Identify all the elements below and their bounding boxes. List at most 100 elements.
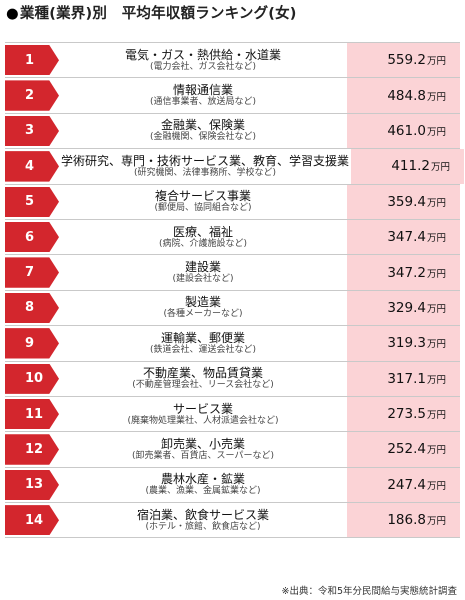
salary-value: 252.4: [387, 441, 426, 458]
rank-badge: 1: [5, 45, 59, 76]
salary-value: 347.4: [387, 229, 426, 246]
industry-examples: (ホテル・旅館、飲食店など): [145, 521, 261, 532]
source-note: ※出典：令和5年分民間給与実態統計調査: [281, 586, 457, 597]
salary-cell: 317.1 万円: [347, 361, 460, 396]
industry-cell: 農林水産・鉱業 (農業、漁業、金属鉱業など): [59, 468, 347, 502]
industry-examples: (農業、漁業、金属鉱業など): [145, 486, 261, 497]
salary-unit: 万円: [426, 339, 446, 351]
rank-badge: 14: [5, 505, 59, 536]
industry-cell: 電気・ガス・熱供給・水道業 (電力会社、ガス会社など): [59, 43, 347, 77]
industry-examples: (通信事業者、放送局など): [149, 97, 257, 108]
industry-name: 製造業: [184, 295, 221, 310]
industry-cell: サービス業 (廃棄物処理業社、人材派遣会社など): [59, 397, 347, 431]
industry-cell: 建設業 (建設会社など): [59, 255, 347, 289]
rank-badge: 8: [5, 292, 59, 324]
table-row: 8 製造業 (各種メーカーなど) 329.4 万円: [5, 290, 460, 327]
industry-examples: (病院、介護施設など): [158, 238, 248, 249]
salary-unit: 万円: [426, 56, 446, 68]
salary-cell: 319.3 万円: [347, 326, 460, 361]
salary-unit: 万円: [426, 445, 446, 457]
salary-value: 329.4: [387, 299, 426, 316]
industry-name: 宿泊業、飲食サービス業: [136, 507, 269, 522]
salary-unit: 万円: [426, 126, 446, 138]
industry-cell: 運輸業、郵便業 (鉄道会社、運送会社など): [59, 326, 347, 360]
salary-cell: 347.4 万円: [347, 219, 460, 255]
industry-cell: 卸売業、小売業 (卸売業者、百貨店、スーパーなど): [59, 432, 347, 466]
salary-cell: 247.4 万円: [347, 467, 460, 503]
rank-badge: 10: [5, 363, 59, 394]
table-row: 7 建設業 (建設会社など) 347.2 万円: [5, 255, 460, 291]
industry-name: 電気・ガス・熱供給・水道業: [124, 47, 281, 62]
rank-badge: 7: [5, 257, 59, 288]
table-row: 13 農林水産・鉱業 (農業、漁業、金属鉱業など) 247.4 万円: [5, 467, 460, 504]
industry-examples: (不動産管理会社、リース会社など): [132, 380, 274, 391]
table-row: 14 宿泊業、飲食サービス業 (ホテル・旅館、飲食店など) 186.8 万円: [5, 503, 460, 539]
salary-cell: 461.0 万円: [347, 113, 460, 149]
industry-examples: (研究機関、法律事務所、学校など): [133, 167, 277, 178]
industry-name: 不動産業、物品賃貸業: [142, 366, 263, 381]
salary-unit: 万円: [426, 516, 446, 528]
salary-value: 484.8: [387, 87, 426, 104]
salary-cell: 252.4 万円: [347, 432, 460, 467]
salary-cell: 559.2 万円: [347, 43, 460, 78]
industry-cell: 医療、福祉 (病院、介護施設など): [59, 220, 347, 254]
salary-unit: 万円: [426, 480, 446, 492]
industry-name: 運輸業、郵便業: [160, 330, 245, 345]
industry-cell: 製造業 (各種メーカーなど): [59, 291, 347, 325]
salary-unit: 万円: [426, 197, 446, 209]
salary-cell: 359.4 万円: [347, 184, 460, 219]
industry-name: 卸売業、小売業: [160, 436, 245, 451]
industry-name: サービス業: [172, 401, 233, 416]
industry-name: 複合サービス事業: [154, 189, 251, 204]
industry-examples: (金融機関、保険会社など): [149, 132, 257, 143]
rank-badge: 12: [5, 434, 59, 465]
rank-badge: 2: [5, 80, 59, 111]
salary-cell: 347.2 万円: [347, 255, 460, 290]
industry-cell: 宿泊業、飲食サービス業 (ホテル・旅館、飲食店など): [59, 503, 347, 537]
salary-value: 559.2: [387, 52, 426, 69]
table-row: 6 医療、福祉 (病院、介護施設など) 347.4 万円: [5, 219, 460, 256]
salary-value: 347.2: [387, 264, 426, 281]
industry-examples: (鉄道会社、運送会社など): [149, 344, 257, 355]
salary-unit: 万円: [426, 268, 446, 280]
industry-name: 学術研究、専門・技術サービス業、教育、学習支援業: [61, 153, 350, 168]
industry-examples: (卸売業者、百貨店、スーパーなど): [132, 450, 274, 461]
industry-name: 農林水産・鉱業: [160, 472, 245, 487]
rank-badge: 13: [5, 469, 59, 501]
salary-value: 273.5: [387, 406, 426, 423]
table-row: 5 複合サービス事業 (郵便局、協同組合など) 359.4 万円: [5, 184, 460, 220]
table-row: 1 電気・ガス・熱供給・水道業 (電力会社、ガス会社など) 559.2 万円: [5, 43, 460, 79]
rank-badge: 4: [5, 151, 59, 182]
industry-examples: (建設会社など): [172, 274, 234, 285]
table-row: 9 運輸業、郵便業 (鉄道会社、運送会社など) 319.3 万円: [5, 326, 460, 362]
industry-name: 医療、福祉: [172, 224, 233, 239]
page-title: ●業種(業界)別 平均年収額ランキング(女): [6, 2, 297, 23]
salary-cell: 329.4 万円: [347, 290, 460, 326]
salary-value: 359.4: [387, 193, 426, 210]
salary-value: 319.3: [387, 335, 426, 352]
rank-badge: 3: [5, 115, 59, 147]
title-text: 業種(業界)別 平均年収額ランキング(女): [19, 6, 297, 22]
salary-value: 317.1: [387, 370, 426, 387]
industry-cell: 不動産業、物品賃貸業 (不動産管理会社、リース会社など): [59, 362, 347, 396]
bullet-icon: ●: [6, 6, 19, 22]
salary-unit: 万円: [426, 303, 446, 315]
salary-cell: 484.8 万円: [347, 78, 460, 113]
salary-unit: 万円: [426, 91, 446, 103]
industry-examples: (各種メーカーなど): [163, 309, 243, 320]
salary-value: 186.8: [387, 512, 426, 529]
industry-name: 建設業: [184, 260, 221, 275]
industry-name: 金融業、保険業: [160, 118, 245, 133]
industry-name: 情報通信業: [172, 83, 233, 98]
salary-unit: 万円: [426, 374, 446, 386]
salary-value: 461.0: [387, 122, 426, 139]
industry-examples: (廃棄物処理業社、人材派遣会社など): [127, 415, 279, 426]
industry-examples: (電力会社、ガス会社など): [149, 61, 257, 72]
industry-cell: 学術研究、専門・技術サービス業、教育、学習支援業 (研究機関、法律事務所、学校など…: [59, 149, 351, 183]
rank-badge: 5: [5, 186, 59, 217]
salary-unit: 万円: [426, 233, 446, 245]
salary-value: 247.4: [387, 476, 426, 493]
table-row: 2 情報通信業 (通信事業者、放送局など) 484.8 万円: [5, 78, 460, 114]
salary-cell: 411.2 万円: [351, 149, 465, 184]
industry-cell: 複合サービス事業 (郵便局、協同組合など): [59, 185, 347, 219]
